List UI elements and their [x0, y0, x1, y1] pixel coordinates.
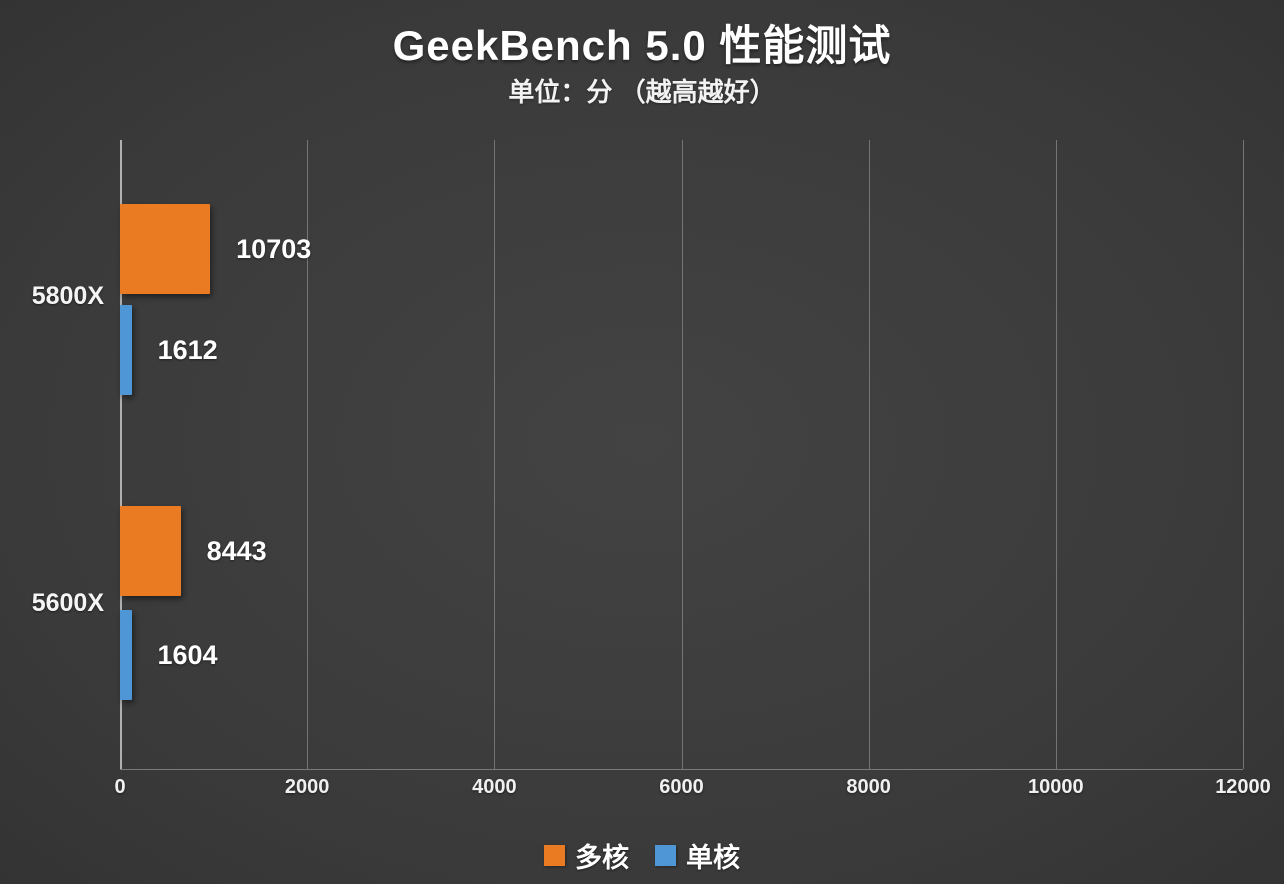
- bar-row-5600x-multicore: 8443: [120, 506, 267, 596]
- bar-5600x-singlecore: [120, 610, 132, 700]
- bar-value-5600x-singlecore: 1604: [157, 639, 218, 670]
- plot-area: 10703 1612 8443 1604: [120, 140, 1244, 770]
- x-tick-label: 6000: [659, 776, 704, 798]
- bar-5600x-multicore: [120, 506, 181, 596]
- x-axis: 0 2000 4000 6000 8000 10000 12000: [114, 776, 1270, 806]
- x-tick-label: 0: [114, 776, 126, 798]
- bar-5800x-multicore: [120, 204, 211, 294]
- y-axis-line: [120, 140, 122, 769]
- gridline: [868, 140, 870, 769]
- legend: 多核 单核: [0, 836, 1284, 875]
- chart-subtitle: 单位：分 （越高越好）: [508, 77, 776, 107]
- gridline: [1055, 140, 1057, 769]
- x-tick-label: 2000: [284, 776, 330, 798]
- category-label-5600x: 5600X: [31, 589, 104, 617]
- legend-label-multicore: 多核: [575, 843, 629, 873]
- gridline: [307, 140, 309, 769]
- multicore-swatch-icon: [544, 845, 565, 866]
- legend-label-singlecore: 单核: [686, 843, 740, 873]
- singlecore-swatch-icon: [655, 845, 676, 866]
- bar-5800x-singlecore: [120, 305, 132, 395]
- bar-row-5600x-singlecore: 1604: [120, 610, 218, 700]
- gridline: [494, 140, 496, 769]
- bar-row-5800x-multicore: 10703: [120, 204, 311, 294]
- bar-value-5600x-multicore: 8443: [206, 535, 267, 566]
- chart-title: GeekBench 5.0 性能测试: [392, 22, 892, 69]
- bar-value-5800x-multicore: 10703: [236, 233, 312, 264]
- bar-row-5800x-singlecore: 1612: [120, 305, 218, 395]
- gridline: [681, 140, 683, 769]
- bar-value-5800x-singlecore: 1612: [157, 334, 218, 365]
- x-tick-label: 10000: [1028, 776, 1084, 798]
- x-tick-label: 12000: [1215, 776, 1271, 798]
- gridline: [1243, 140, 1244, 769]
- legend-item-singlecore: 单核: [655, 836, 740, 875]
- legend-item-multicore: 多核: [544, 836, 629, 875]
- x-tick-label: 8000: [846, 776, 891, 798]
- category-label-5800x: 5800X: [31, 282, 104, 310]
- x-tick-label: 4000: [472, 776, 517, 798]
